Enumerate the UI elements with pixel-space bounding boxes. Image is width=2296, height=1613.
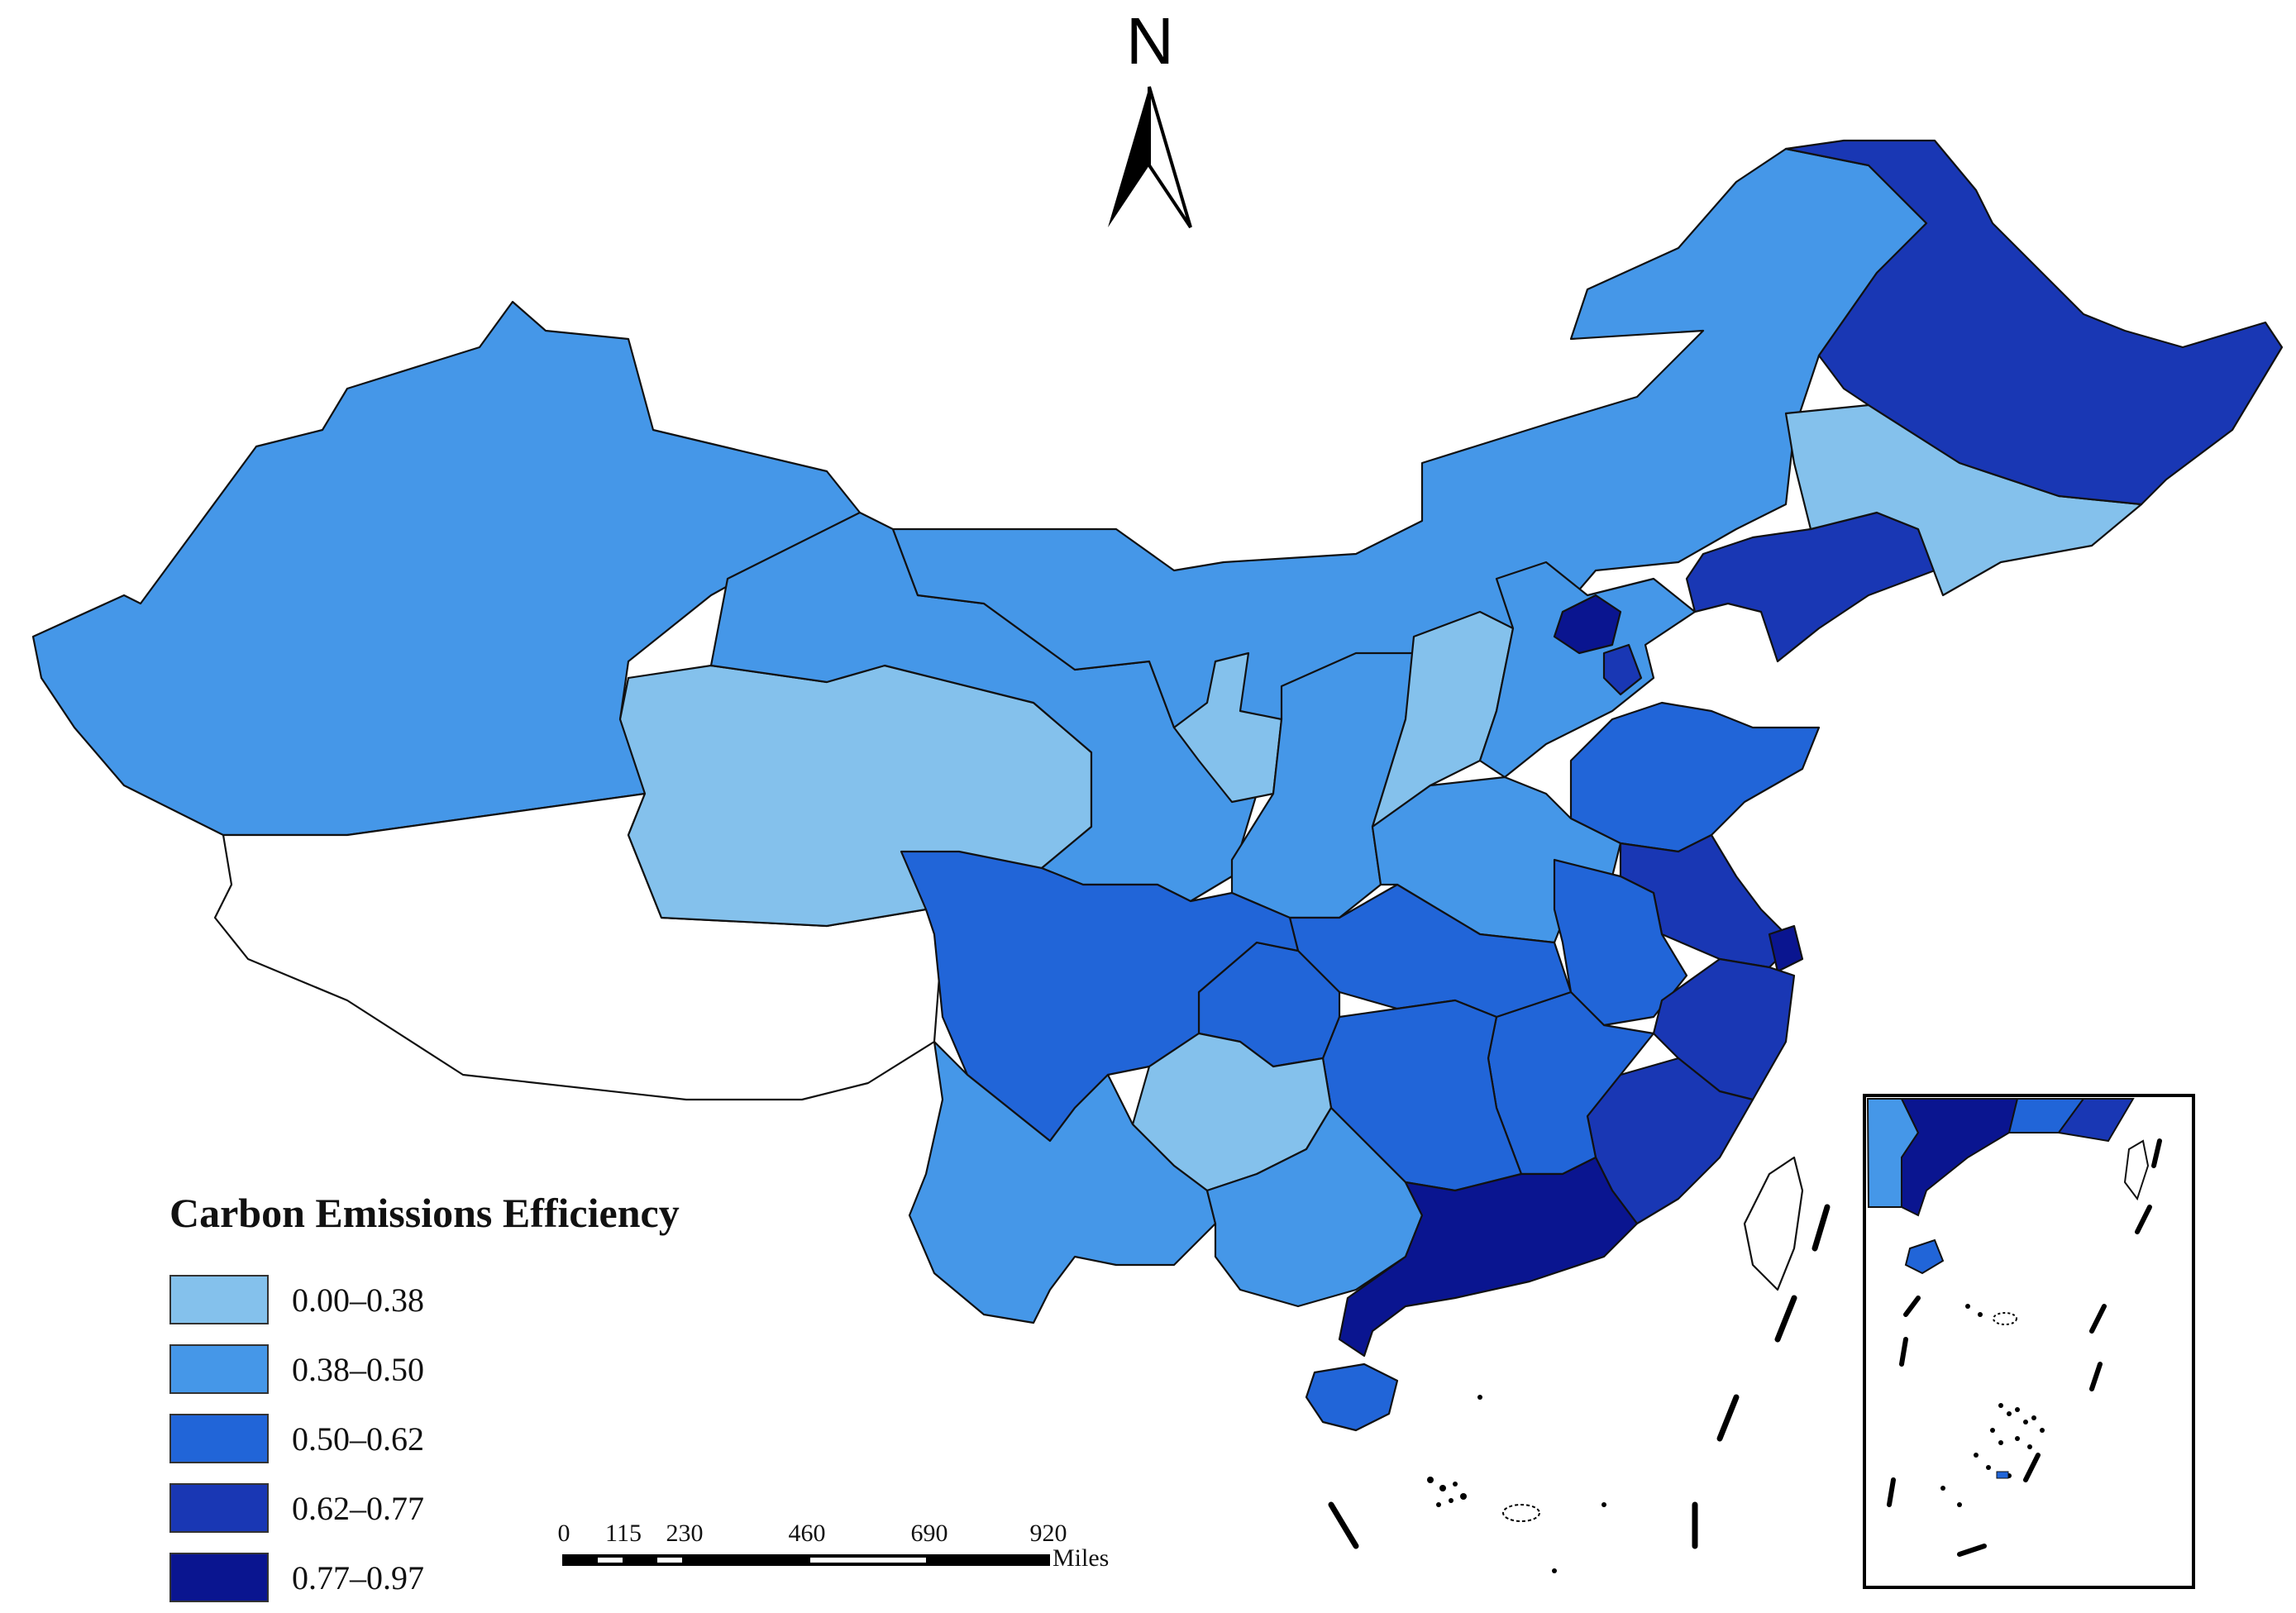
province-guangdong	[1338, 1156, 1639, 1358]
province-anhui	[1553, 858, 1688, 1027]
province-yunnan	[908, 1040, 1217, 1324]
scale-bar-unit: Miles	[1053, 1544, 1110, 1572]
province-heilongjiang	[1784, 139, 2284, 506]
legend-title: Carbon Emissions Efficiency	[169, 1190, 680, 1236]
south-china-sea-inset	[1863, 1094, 2195, 1589]
province-taiwan	[1743, 1156, 1804, 1291]
legend-label: 0.77–0.97	[292, 1558, 424, 1596]
province-xinjiang	[31, 300, 862, 837]
legend-item: 0.62–0.77	[169, 1482, 424, 1534]
scale-bar-tick-label: 460	[788, 1520, 826, 1547]
scale-bar-tick-label: 920	[1029, 1520, 1067, 1547]
scale-bar-tick-label: 0	[557, 1520, 570, 1547]
north-arrow-icon	[1108, 86, 1192, 229]
province-hainan	[1305, 1362, 1399, 1432]
south-china-sea-dash-lines	[1328, 1204, 1831, 1549]
legend-label: 0.00–0.38	[292, 1281, 424, 1319]
scale-bar-tick-label: 115	[605, 1520, 642, 1547]
province-hebei	[1478, 561, 1697, 779]
province-shanghai	[1768, 924, 1804, 973]
south-china-sea-islands	[1427, 1395, 1606, 1573]
province-beijing	[1553, 594, 1622, 655]
legend-label: 0.50–0.62	[292, 1420, 424, 1458]
legend-swatch	[169, 1275, 269, 1324]
north-label: N	[1126, 4, 1174, 78]
province-ningxia	[1172, 651, 1283, 804]
legend-swatch	[169, 1553, 269, 1602]
province-sichuan	[900, 850, 1300, 1143]
legend-swatch	[169, 1344, 269, 1394]
legend-swatch	[169, 1414, 269, 1463]
scale-bar-tick-label: 690	[910, 1520, 948, 1547]
legend-item: 0.50–0.62	[169, 1412, 424, 1465]
scale-bar	[562, 1554, 1050, 1566]
province-shandong	[1569, 701, 1821, 853]
legend-item: 0.38–0.50	[169, 1343, 424, 1396]
legend-swatch	[169, 1483, 269, 1533]
scale-bar-tick-label: 230	[666, 1520, 704, 1547]
legend-label: 0.62–0.77	[292, 1489, 424, 1527]
legend-item: 0.77–0.97	[169, 1551, 424, 1604]
province-tianjin	[1602, 643, 1643, 696]
legend-label: 0.38–0.50	[292, 1350, 424, 1388]
legend-item: 0.00–0.38	[169, 1273, 424, 1326]
province-zhejiang	[1652, 957, 1796, 1101]
